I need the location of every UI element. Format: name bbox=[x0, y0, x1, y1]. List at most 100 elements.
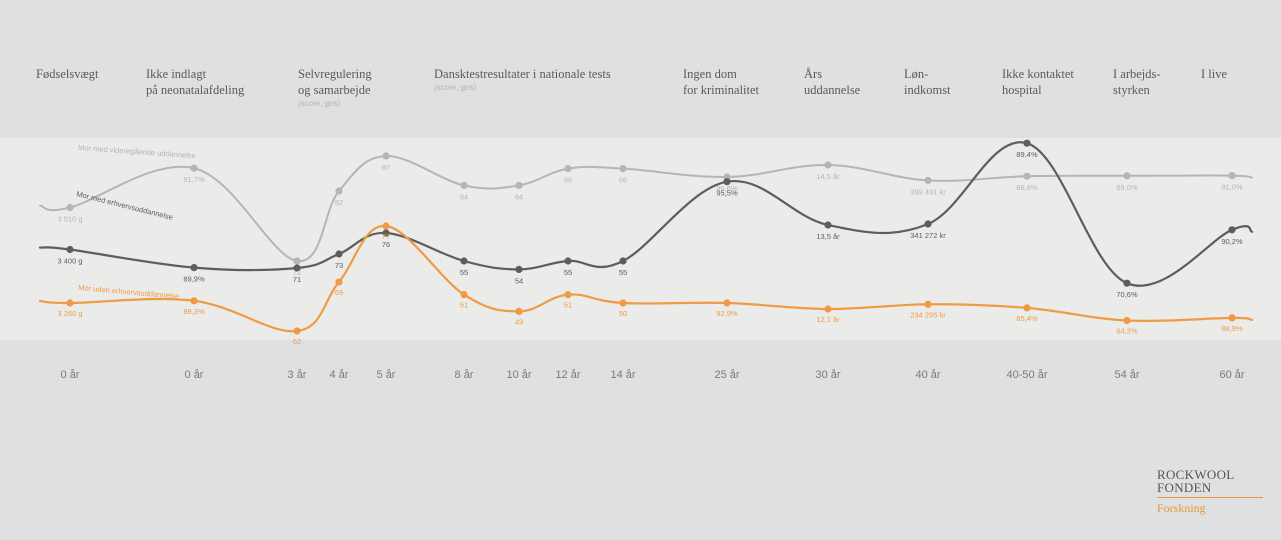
logo-subtitle: Forskning bbox=[1157, 501, 1206, 515]
series-name: Mor uden erhvervsuddannelse bbox=[78, 283, 180, 301]
series-line bbox=[38, 141, 1254, 287]
data-point bbox=[66, 245, 74, 254]
age-tick-label: 12 år bbox=[555, 369, 581, 381]
series-1: 3 510 g 91,7% 72 82 87 64 64 66 66 95,6% 14,5 år 39… bbox=[39, 143, 1253, 277]
data-point bbox=[335, 278, 343, 286]
age-tick-label: 0 år bbox=[184, 369, 204, 381]
series-line bbox=[38, 224, 1254, 333]
data-label: 91,7% bbox=[183, 175, 205, 184]
series-2: 3 400 g 89,9% 71 73 76 55 54 55 55 95,5% 13,5 år 34… bbox=[38, 139, 1254, 299]
data-point bbox=[1228, 226, 1236, 234]
data-label: 89,9% bbox=[183, 275, 205, 284]
age-tick-label: 40-50 år bbox=[1006, 369, 1048, 381]
age-tick-label: 14 år bbox=[610, 369, 636, 381]
series-name: Mor med erhvervsuddannelse bbox=[76, 189, 174, 222]
data-label: 77 bbox=[382, 232, 390, 241]
data-point bbox=[1023, 139, 1031, 147]
data-label: 90,2% bbox=[1221, 237, 1243, 246]
age-tick-label: 4 år bbox=[329, 369, 349, 381]
outcome-header: Selvregulering og samarbejde (score, gns… bbox=[298, 67, 372, 108]
age-tick-label: 60 år bbox=[1219, 369, 1245, 381]
data-point bbox=[824, 221, 832, 229]
outcome-header: Løn- indkomst bbox=[904, 67, 951, 97]
rockwool-fonden-logo: ROCKWOOL FONDEN Forskning bbox=[1157, 468, 1267, 516]
data-point bbox=[293, 327, 301, 335]
outcome-header: Ikke kontaktet hospital bbox=[1002, 67, 1074, 97]
data-point bbox=[1123, 316, 1131, 325]
data-label: 72 bbox=[293, 268, 301, 277]
data-point bbox=[824, 161, 832, 169]
data-point bbox=[382, 229, 390, 237]
data-point bbox=[515, 181, 523, 189]
data-label: 55 bbox=[619, 268, 627, 277]
data-label: 66 bbox=[619, 176, 627, 185]
age-tick-label: 10 år bbox=[506, 369, 532, 381]
data-point bbox=[515, 307, 523, 315]
data-label: 50 bbox=[619, 309, 627, 318]
data-label: 3 510 g bbox=[57, 215, 82, 224]
data-label: 12,1 år bbox=[816, 315, 840, 324]
data-label: 73 bbox=[335, 261, 343, 270]
age-tick-label: 5 år bbox=[376, 369, 396, 381]
data-point bbox=[924, 300, 932, 308]
data-point bbox=[619, 257, 627, 265]
data-point bbox=[924, 220, 932, 228]
data-label: 89,3% bbox=[183, 307, 205, 316]
age-tick-label: 0 år bbox=[60, 369, 80, 381]
data-point bbox=[1023, 172, 1031, 180]
data-point bbox=[190, 264, 198, 272]
data-point bbox=[335, 187, 343, 195]
data-point bbox=[66, 203, 74, 212]
data-point bbox=[1123, 279, 1131, 287]
data-label: 55 bbox=[460, 268, 468, 277]
data-label: 69 bbox=[335, 288, 343, 297]
outcome-header: Års uddannelse bbox=[804, 67, 861, 97]
data-point bbox=[66, 299, 74, 307]
outcome-header: Fødselsvægt bbox=[36, 67, 99, 81]
data-label: 13,5 år bbox=[816, 232, 840, 241]
data-label: 87 bbox=[382, 163, 390, 172]
logo-line: ROCKWOOL bbox=[1157, 467, 1235, 482]
data-label: 234 295 kr bbox=[910, 310, 946, 319]
data-point bbox=[619, 299, 627, 307]
outcome-header: Dansktestresultater i nationale tests (s… bbox=[434, 67, 611, 92]
data-label: 82 bbox=[335, 198, 343, 207]
data-point bbox=[619, 165, 627, 173]
data-label: 341 272 kr bbox=[910, 231, 946, 240]
logo-rule bbox=[1157, 497, 1263, 498]
data-point bbox=[1228, 314, 1236, 322]
age-tick-label: 8 år bbox=[454, 369, 474, 381]
data-label: 64 bbox=[515, 192, 523, 201]
data-label: 89,0% bbox=[1116, 183, 1138, 192]
data-label: 54 bbox=[515, 276, 523, 285]
data-point bbox=[382, 152, 390, 160]
data-label: 64,2% bbox=[1116, 327, 1138, 336]
data-point bbox=[460, 291, 468, 299]
outcome-header: Ikke indlagt på neonatalafdeling bbox=[146, 67, 245, 97]
data-point bbox=[1228, 172, 1236, 180]
data-label: 51 bbox=[564, 301, 572, 310]
data-label: 3 400 g bbox=[57, 257, 82, 266]
data-point bbox=[335, 250, 343, 258]
data-label: 399 491 kr bbox=[910, 187, 946, 196]
data-label: 88,6% bbox=[1016, 183, 1038, 192]
data-point bbox=[723, 178, 731, 186]
data-label: 62 bbox=[293, 337, 301, 346]
data-label: 95,6% bbox=[716, 184, 738, 193]
data-label: 76 bbox=[382, 240, 390, 249]
chart-band bbox=[0, 138, 1281, 340]
data-point bbox=[564, 257, 572, 265]
data-label: 95,5% bbox=[716, 189, 738, 198]
data-label: 70,6% bbox=[1116, 290, 1138, 299]
series-line bbox=[39, 154, 1253, 263]
data-point bbox=[1023, 304, 1031, 312]
outcome-header: Ingen dom for kriminalitet bbox=[683, 67, 760, 97]
data-point bbox=[460, 181, 468, 189]
data-label: 3 260 g bbox=[57, 309, 82, 318]
data-label: 64 bbox=[460, 192, 468, 201]
data-point bbox=[515, 265, 523, 273]
data-point bbox=[564, 291, 572, 299]
data-point bbox=[564, 165, 572, 173]
data-label: 71 bbox=[293, 275, 301, 284]
